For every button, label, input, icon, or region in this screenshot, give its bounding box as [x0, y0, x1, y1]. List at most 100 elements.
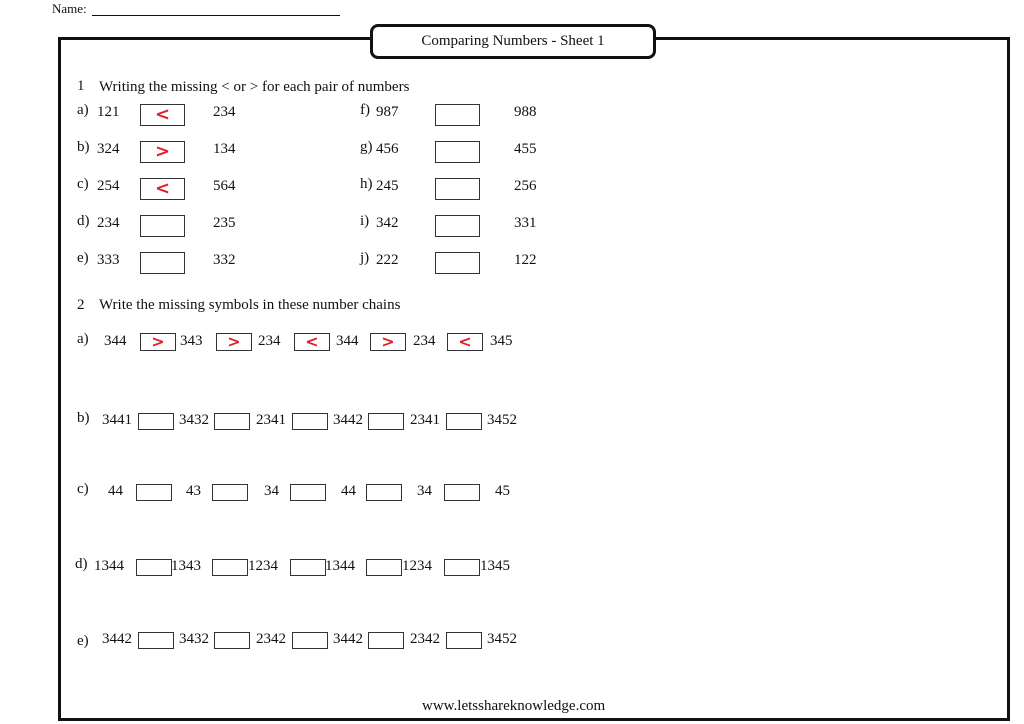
answer-box[interactable]	[444, 559, 480, 576]
right-number: 234	[213, 104, 236, 120]
left-number: 333	[97, 252, 120, 268]
left-number: 121	[97, 104, 120, 120]
item-label: g)	[360, 139, 373, 155]
answer-box[interactable]	[444, 484, 480, 501]
chain-number: 343	[180, 333, 203, 349]
chain-number: 2341	[256, 412, 286, 428]
right-number: 256	[514, 178, 537, 194]
left-number: 342	[376, 215, 399, 231]
chain-label: d)	[75, 556, 88, 572]
chain-number: 345	[490, 333, 513, 349]
answer-box[interactable]	[292, 413, 328, 430]
answer-box[interactable]	[214, 632, 250, 649]
left-number: 456	[376, 141, 399, 157]
item-label: i)	[360, 213, 370, 229]
chain-number: 3432	[179, 631, 209, 647]
answer-box[interactable]: <	[294, 333, 330, 351]
chain-label: e)	[77, 633, 89, 649]
chain-number: 34	[264, 483, 279, 499]
answer-box[interactable]	[366, 559, 402, 576]
chain-number: 43	[186, 483, 201, 499]
answer-box[interactable]	[136, 559, 172, 576]
chain-number: 3441	[102, 412, 132, 428]
answer-box[interactable]	[435, 141, 480, 163]
answer-box[interactable]: <	[447, 333, 483, 351]
answer-box[interactable]	[368, 632, 404, 649]
chain-number: 34	[417, 483, 432, 499]
answer-box[interactable]	[435, 178, 480, 200]
chain-number: 344	[336, 333, 359, 349]
worksheet-title: Comparing Numbers - Sheet 1	[370, 24, 656, 59]
chain-number: 344	[104, 333, 127, 349]
answer-box[interactable]: >	[140, 141, 185, 163]
q1-number: 1	[77, 78, 85, 94]
answer-box[interactable]: <	[140, 104, 185, 126]
chain-number: 3432	[179, 412, 209, 428]
item-label: h)	[360, 176, 373, 192]
answer-box[interactable]	[214, 413, 250, 430]
chain-label: b)	[77, 410, 90, 426]
chain-label: a)	[77, 331, 89, 347]
right-number: 988	[514, 104, 537, 120]
answer-box[interactable]	[138, 413, 174, 430]
answer-box[interactable]	[292, 632, 328, 649]
chain-number: 1345	[480, 558, 510, 574]
item-label: a)	[77, 102, 89, 118]
q2-number: 2	[77, 297, 85, 313]
right-number: 455	[514, 141, 537, 157]
left-number: 254	[97, 178, 120, 194]
answer-box[interactable]	[290, 484, 326, 501]
chain-number: 1234	[248, 558, 278, 574]
chain-number: 1234	[402, 558, 432, 574]
left-number: 245	[376, 178, 399, 194]
right-number: 134	[213, 141, 236, 157]
item-label: d)	[77, 213, 90, 229]
chain-number: 45	[495, 483, 510, 499]
answer-box[interactable]	[435, 215, 480, 237]
answer-box[interactable]	[212, 484, 248, 501]
chain-number: 2341	[410, 412, 440, 428]
answer-box[interactable]	[140, 252, 185, 274]
left-number: 222	[376, 252, 399, 268]
answer-box[interactable]	[136, 484, 172, 501]
answer-box[interactable]: >	[140, 333, 176, 351]
name-field[interactable]	[92, 15, 340, 16]
worksheet-frame	[58, 37, 1010, 721]
name-label: Name:	[52, 1, 87, 16]
answer-box[interactable]	[366, 484, 402, 501]
item-label: e)	[77, 250, 89, 266]
item-label: f)	[360, 102, 370, 118]
right-number: 235	[213, 215, 236, 231]
chain-number: 3442	[333, 412, 363, 428]
footer-website: www.letsshareknowledge.com	[422, 698, 606, 714]
answer-box[interactable]	[290, 559, 326, 576]
answer-box[interactable]	[435, 252, 480, 274]
q2-instruction: Write the missing symbols in these numbe…	[99, 297, 401, 313]
left-number: 987	[376, 104, 399, 120]
chain-number: 3442	[102, 631, 132, 647]
answer-box[interactable]	[368, 413, 404, 430]
chain-number: 1344	[325, 558, 355, 574]
q1-instruction: Writing the missing < or > for each pair…	[99, 79, 410, 95]
answer-box[interactable]	[446, 413, 482, 430]
answer-box[interactable]	[435, 104, 480, 126]
answer-box[interactable]: >	[216, 333, 252, 351]
chain-number: 234	[413, 333, 436, 349]
chain-label: c)	[77, 481, 89, 497]
chain-number: 1344	[94, 558, 124, 574]
item-label: b)	[77, 139, 90, 155]
chain-number: 3442	[333, 631, 363, 647]
chain-number: 3452	[487, 631, 517, 647]
left-number: 324	[97, 141, 120, 157]
answer-box[interactable]: >	[370, 333, 406, 351]
answer-box[interactable]	[138, 632, 174, 649]
answer-box[interactable]	[446, 632, 482, 649]
chain-number: 234	[258, 333, 281, 349]
answer-box[interactable]	[212, 559, 248, 576]
answer-box[interactable]: <	[140, 178, 185, 200]
right-number: 332	[213, 252, 236, 268]
chain-number: 1343	[171, 558, 201, 574]
right-number: 331	[514, 215, 537, 231]
chain-number: 2342	[410, 631, 440, 647]
answer-box[interactable]	[140, 215, 185, 237]
